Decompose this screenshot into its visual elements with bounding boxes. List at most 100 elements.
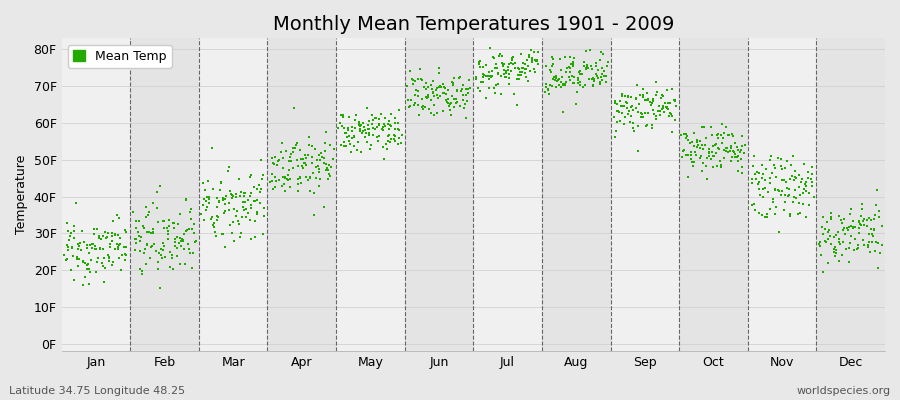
Point (250, 211, 265, 217)
Point (365, 131, 380, 138)
Point (292, 188, 306, 194)
Point (680, 152, 695, 158)
Point (563, 53, 578, 60)
Point (871, 207, 886, 214)
Point (443, 100, 457, 107)
Point (215, 197, 230, 204)
Point (334, 142, 348, 148)
Point (788, 167, 802, 174)
Point (529, 58, 544, 64)
Point (521, 78, 535, 84)
Point (101, 252, 115, 258)
Point (806, 194, 821, 200)
Point (371, 138, 385, 144)
Point (867, 226, 881, 233)
Point (569, 101, 583, 108)
Point (782, 192, 796, 198)
Point (345, 124, 359, 130)
Point (625, 102, 639, 109)
Point (322, 171, 337, 178)
Point (712, 158, 726, 164)
Point (95, 246, 110, 252)
Point (525, 57, 539, 64)
Point (392, 127, 406, 133)
Point (410, 102, 425, 108)
Point (310, 157, 324, 164)
Point (684, 149, 698, 155)
Point (455, 92, 470, 98)
Point (640, 90, 654, 96)
Point (387, 136, 401, 142)
Point (546, 74, 561, 81)
Point (202, 196, 216, 202)
Point (392, 135, 406, 142)
Point (686, 163, 700, 169)
Point (820, 219, 834, 226)
Point (714, 162, 728, 169)
Point (723, 148, 737, 154)
Point (685, 139, 699, 145)
Point (822, 227, 836, 234)
Point (80, 262, 94, 269)
Point (530, 61, 544, 67)
Point (179, 197, 194, 204)
Point (303, 174, 318, 181)
Point (831, 229, 845, 235)
Point (215, 231, 230, 237)
Point (412, 66, 427, 72)
Point (128, 247, 142, 253)
Point (441, 100, 455, 106)
Point (212, 199, 226, 205)
Point (362, 130, 376, 136)
Point (769, 165, 783, 172)
Point (629, 95, 643, 101)
Point (256, 231, 270, 238)
Point (388, 114, 402, 121)
Point (181, 240, 195, 247)
Point (312, 157, 327, 164)
Point (540, 87, 554, 93)
Point (656, 103, 670, 110)
Point (869, 202, 884, 208)
Point (81, 261, 95, 267)
Point (76, 282, 90, 288)
Point (462, 77, 476, 83)
Point (823, 233, 837, 240)
Point (617, 114, 632, 120)
Point (642, 96, 656, 102)
Point (195, 180, 210, 186)
Point (331, 125, 346, 132)
Point (67, 228, 81, 234)
Point (550, 78, 564, 84)
Point (702, 150, 716, 156)
Point (153, 285, 167, 292)
Point (461, 86, 475, 92)
Point (232, 176, 247, 182)
Point (156, 247, 170, 253)
Point (265, 171, 279, 178)
Point (843, 206, 858, 212)
Point (868, 248, 883, 254)
Point (452, 74, 466, 81)
Point (621, 93, 635, 100)
Point (189, 238, 203, 245)
Point (201, 178, 215, 184)
Point (255, 157, 269, 163)
Point (211, 214, 225, 221)
Point (510, 65, 525, 71)
Point (593, 81, 608, 87)
Point (875, 242, 889, 248)
Point (317, 160, 331, 166)
Point (554, 79, 568, 85)
Point (524, 47, 538, 54)
Point (194, 211, 209, 218)
Point (207, 224, 221, 230)
Point (774, 192, 788, 198)
Point (362, 126, 376, 132)
Point (294, 180, 309, 186)
Point (107, 246, 122, 252)
Point (231, 221, 246, 227)
Point (848, 224, 862, 230)
Point (677, 131, 691, 137)
Point (668, 117, 682, 123)
